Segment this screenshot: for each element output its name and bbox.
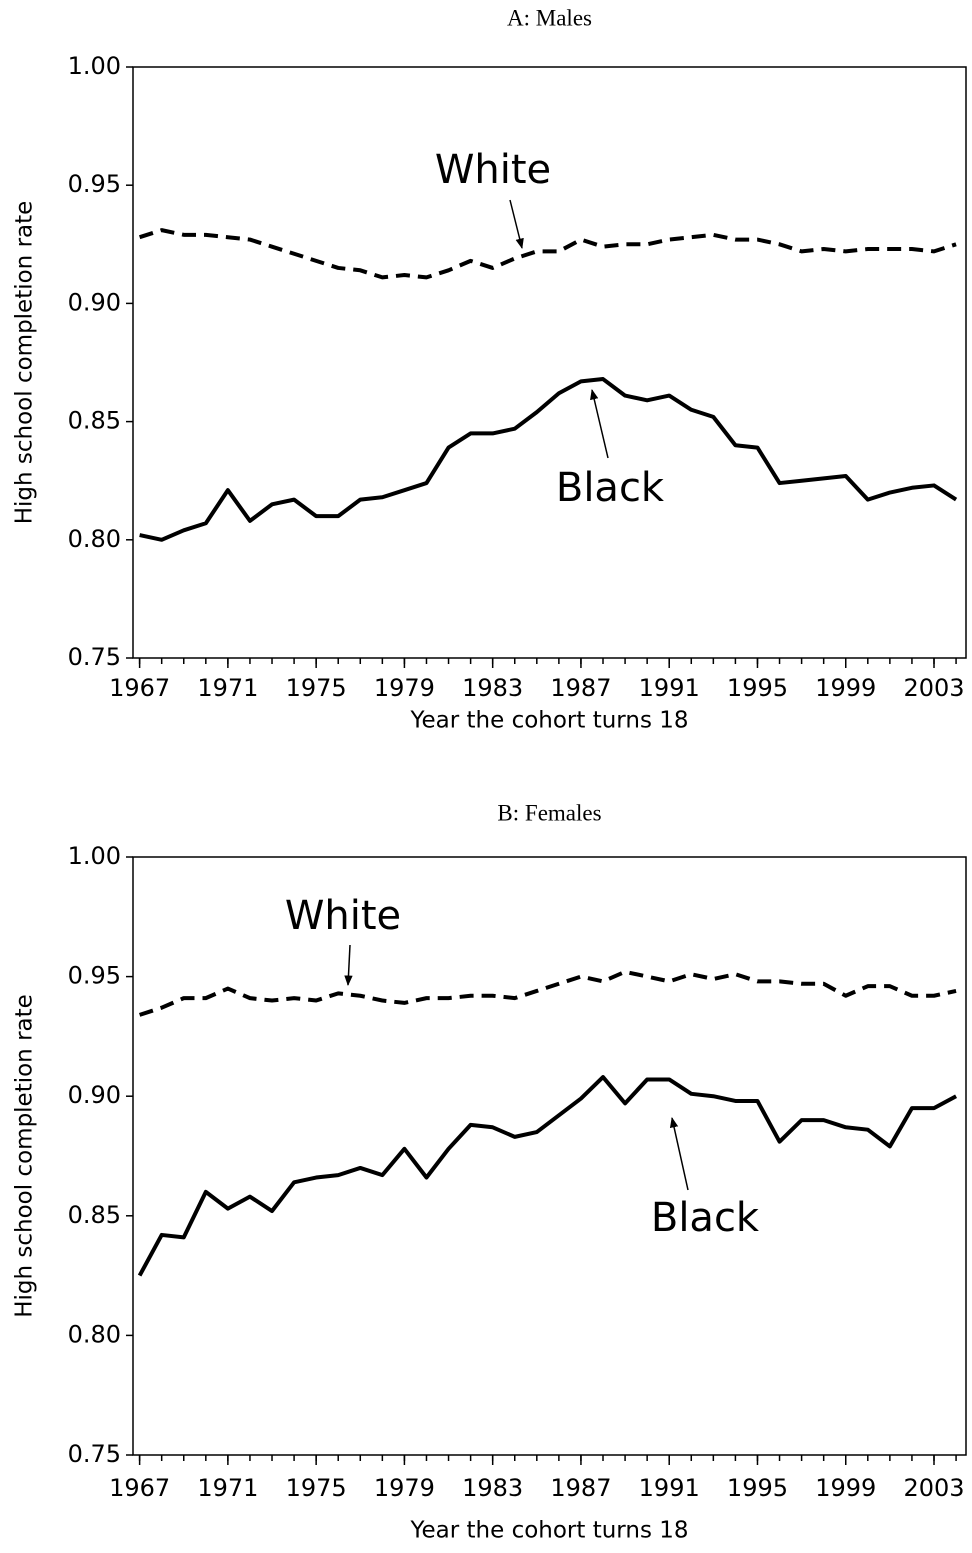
y-axis-label: High school completion rate — [12, 994, 38, 1318]
annotation-arrow — [669, 1116, 689, 1191]
x-tick-label: 1975 — [286, 674, 347, 702]
y-axis-label: High school completion rate — [12, 201, 38, 525]
series-line — [137, 1075, 958, 1277]
chart-title: A: Males — [507, 5, 592, 30]
y-tick-label: 0.95 — [68, 962, 121, 990]
x-tick-label: 1999 — [815, 674, 876, 702]
x-axis-label: Year the cohort turns 18 — [410, 1518, 689, 1544]
x-tick-label: 1967 — [109, 1474, 170, 1502]
annotation-arrow — [509, 199, 524, 250]
x-tick-label: 1971 — [197, 1474, 258, 1502]
x-tick-label: 1979 — [374, 674, 435, 702]
x-tick-label: 1983 — [462, 674, 523, 702]
series-line — [139, 377, 958, 542]
y-tick-label: 0.90 — [68, 1081, 121, 1109]
annotation-arrow — [590, 388, 609, 459]
y-tick-label: 0.85 — [68, 1201, 121, 1229]
x-tick-label: 2003 — [903, 1474, 964, 1502]
y-tick-label: 0.90 — [68, 288, 121, 316]
x-tick-label: 1991 — [639, 1474, 700, 1502]
x-tick-label: 1995 — [727, 1474, 788, 1502]
y-tick-label: 1.00 — [68, 842, 121, 870]
x-tick-label: 1971 — [197, 674, 258, 702]
series-annotation: White — [435, 147, 551, 193]
y-tick-label: 0.75 — [68, 643, 121, 671]
x-tick-label: 1995 — [727, 674, 788, 702]
annotation-arrow — [344, 944, 353, 987]
y-tick-label: 1.00 — [68, 52, 121, 80]
y-tick-label: 0.85 — [68, 407, 121, 435]
series-line — [139, 969, 957, 1017]
y-tick-label: 0.80 — [68, 525, 121, 553]
series-line — [139, 228, 957, 280]
x-tick-label: 1983 — [462, 1474, 523, 1502]
x-tick-label: 1967 — [109, 674, 170, 702]
x-tick-label: 1999 — [815, 1474, 876, 1502]
y-tick-label: 0.75 — [68, 1440, 121, 1468]
x-tick-label: 2003 — [903, 674, 964, 702]
y-tick-label: 0.95 — [68, 170, 121, 198]
y-tick-label: 0.80 — [68, 1320, 121, 1348]
plot-frame — [132, 856, 967, 1456]
x-axis-label: Year the cohort turns 18 — [410, 708, 689, 734]
chart-title: B: Females — [497, 800, 601, 825]
x-tick-label: 1979 — [374, 1474, 435, 1502]
series-annotation: Black — [651, 1195, 760, 1241]
x-tick-label: 1975 — [286, 1474, 347, 1502]
series-annotation: White — [285, 893, 401, 939]
x-tick-label: 1987 — [550, 674, 611, 702]
series-annotation: Black — [556, 465, 665, 511]
x-tick-label: 1987 — [550, 1474, 611, 1502]
x-tick-label: 1991 — [639, 674, 700, 702]
plot-frame — [132, 66, 967, 659]
